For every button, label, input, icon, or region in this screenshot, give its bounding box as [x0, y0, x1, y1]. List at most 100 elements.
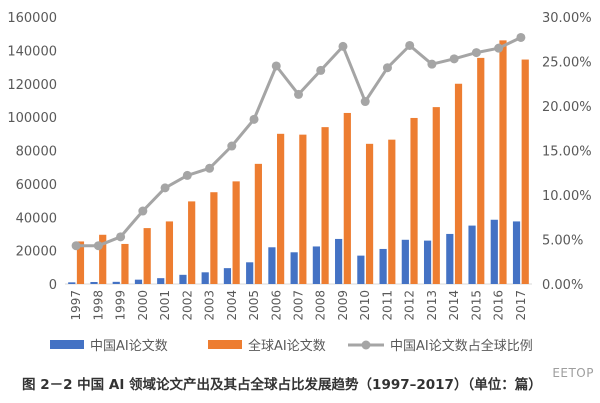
left-tick-label: 160000: [7, 11, 57, 26]
x-tick-label: 2009: [336, 290, 350, 321]
bar-china: [179, 274, 187, 284]
bar-global: [210, 192, 218, 284]
x-tick-label: 2002: [180, 290, 194, 321]
ratio-point: [160, 183, 170, 193]
x-tick-label: 2013: [425, 290, 439, 321]
bar-global: [232, 181, 240, 284]
bar-global: [410, 117, 418, 284]
bar-global: [321, 127, 329, 284]
right-tick-label: 15.00%: [542, 145, 592, 160]
ratio-point: [405, 40, 415, 50]
left-tick-label: 20000: [16, 245, 57, 260]
left-tick-label: 120000: [7, 78, 57, 93]
bar-china: [401, 239, 409, 284]
bar-global: [432, 107, 440, 284]
bar-china: [223, 268, 232, 284]
x-tick-label: 2000: [136, 290, 150, 321]
bar-global: [165, 221, 174, 284]
legend-label-global: 全球AI论文数: [248, 338, 326, 354]
right-tick-label: 0.00%: [542, 278, 583, 293]
right-tick-label: 20.00%: [542, 100, 592, 115]
bar-china: [335, 238, 343, 284]
bar-global: [521, 59, 529, 284]
bar-china: [68, 282, 76, 284]
ratio-point: [338, 41, 348, 51]
ratio-point: [249, 114, 259, 124]
right-tick-label: 30.00%: [542, 11, 592, 26]
left-tick-label: 60000: [16, 178, 57, 193]
bar-china: [446, 233, 454, 284]
watermark: EETOP: [552, 366, 594, 380]
bars: [68, 40, 529, 285]
x-axis: 1997 1998 1999 2000 2001 2002 2003 2004 2005 2006…: [69, 290, 528, 321]
right-tick-label: 5.00%: [542, 234, 583, 249]
x-tick-label: 2015: [469, 290, 483, 321]
legend-swatch-ratio-marker: [361, 340, 371, 350]
ratio-point: [449, 54, 459, 64]
bar-global: [99, 234, 107, 284]
bar-china: [423, 240, 432, 284]
left-tick-label: 80000: [16, 145, 57, 160]
ratio-point: [71, 241, 81, 251]
ratio-point: [427, 59, 437, 69]
legend-label-china: 中国AI论文数: [90, 339, 168, 354]
ratio-point: [516, 32, 526, 42]
left-tick-label: 0: [49, 278, 57, 293]
bar-global: [299, 134, 307, 284]
x-tick-label: 2017: [514, 290, 528, 321]
bar-global: [254, 163, 262, 284]
legend-label-ratio: 中国AI论文数占全球比例: [390, 338, 533, 354]
left-tick-label: 100000: [7, 111, 57, 126]
x-tick-label: 2008: [314, 290, 328, 321]
left-axis: 0 20000 40000 60000 80000 100000 120000 140000 1…: [7, 11, 57, 293]
ratio-point: [205, 163, 215, 173]
ratio-point: [227, 141, 237, 151]
bar-china: [468, 225, 476, 284]
bar-china: [357, 255, 365, 284]
x-tick-label: 1998: [91, 290, 105, 321]
bar-china: [268, 247, 276, 284]
ratio-point: [471, 48, 481, 58]
x-tick-label: 2010: [358, 290, 372, 321]
x-tick-label: 2006: [269, 290, 283, 321]
x-tick-label: 2001: [158, 290, 172, 321]
bar-global: [188, 201, 196, 284]
ratio-point: [271, 61, 281, 71]
bar-china: [290, 252, 298, 284]
figure-caption: 图 2－2 中国 AI 领域论文产出及其占全球占比发展趋势（1997–2017）…: [22, 377, 542, 393]
bar-china: [312, 246, 320, 284]
ratio-point: [360, 97, 370, 107]
x-tick-label: 2004: [225, 290, 239, 321]
bar-china: [90, 281, 98, 284]
right-axis: 0.00% 5.00% 10.00% 15.00% 20.00% 25.00% 30.00%: [542, 11, 592, 293]
x-tick-label: 2012: [403, 290, 417, 321]
ratio-point: [382, 63, 392, 73]
ratio-point: [93, 241, 103, 251]
ratio-point: [116, 232, 126, 242]
x-tick-label: 2014: [447, 290, 461, 321]
x-tick-label: 2016: [492, 290, 506, 321]
bar-china: [246, 262, 254, 284]
left-tick-label: 40000: [16, 211, 57, 226]
bar-global: [499, 40, 507, 284]
bar-china: [490, 219, 498, 284]
x-tick-label: 2003: [203, 290, 217, 321]
bar-global: [121, 243, 129, 284]
bar-global: [365, 143, 374, 284]
x-tick-label: 1997: [69, 290, 83, 321]
bar-global: [277, 133, 285, 284]
bar-china: [512, 221, 521, 284]
bar-global: [76, 241, 85, 284]
ratio-point: [316, 65, 326, 75]
bar-global: [343, 112, 351, 284]
ratio-line: [71, 32, 526, 251]
ratio-point: [182, 170, 192, 180]
x-tick-label: 2005: [247, 290, 261, 321]
legend: 中国AI论文数 全球AI论文数 中国AI论文数占全球比例: [50, 338, 533, 354]
left-tick-label: 140000: [7, 44, 57, 59]
ratio-point: [294, 89, 303, 99]
ratio-point: [138, 206, 148, 216]
bar-global: [143, 228, 151, 284]
